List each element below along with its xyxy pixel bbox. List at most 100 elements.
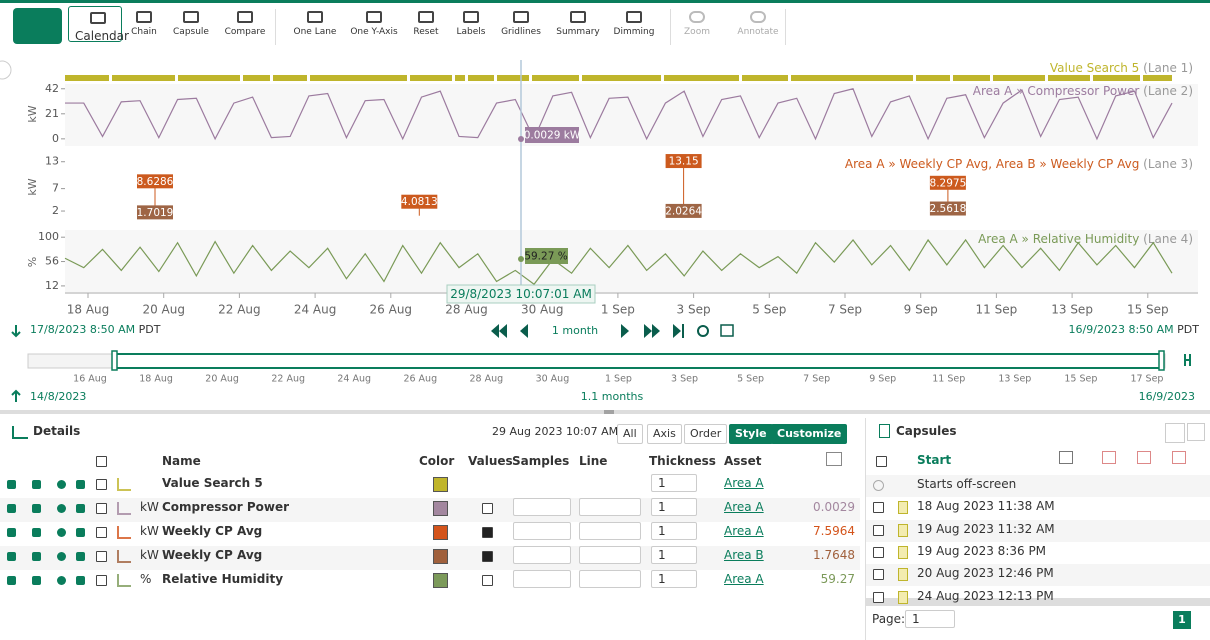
- go-now[interactable]: [673, 324, 684, 338]
- capsule-start[interactable]: 19 Aug 2023 8:36 PM: [917, 543, 1047, 558]
- info-icon[interactable]: [57, 528, 66, 537]
- toolbar-button[interactable]: Calendar: [68, 6, 129, 43]
- row-checkbox[interactable]: [873, 591, 884, 603]
- thickness-select[interactable]: 1: [651, 570, 697, 588]
- rocket-icon[interactable]: [32, 552, 41, 561]
- toolbar-button[interactable]: Gridlines: [494, 6, 548, 44]
- auto-update[interactable]: [697, 325, 709, 337]
- details-button[interactable]: Style: [729, 424, 773, 444]
- collapse-toggle[interactable]: [0, 60, 12, 80]
- sync-button[interactable]: [720, 324, 734, 337]
- remove-icon[interactable]: [76, 576, 85, 585]
- capsule-start[interactable]: 24 Aug 2023 12:13 PM: [917, 588, 1054, 603]
- column-header[interactable]: Asset: [724, 454, 762, 468]
- column-header[interactable]: Samples: [512, 454, 570, 468]
- column-header[interactable]: Values: [468, 454, 513, 468]
- capsule-start[interactable]: 20 Aug 2023 12:46 PM: [917, 566, 1054, 581]
- color-swatch[interactable]: [433, 549, 448, 564]
- asset-link[interactable]: Area A: [724, 500, 764, 514]
- info-icon[interactable]: [57, 576, 66, 585]
- toolbar-button[interactable]: Compare: [218, 6, 272, 44]
- toolbar-button[interactable]: Zoom: [670, 6, 724, 44]
- select-all-checkbox[interactable]: [96, 456, 107, 467]
- thickness-select[interactable]: 1: [651, 474, 697, 492]
- toolbar-button[interactable]: One Lane: [288, 6, 342, 44]
- step-forward-double[interactable]: [644, 324, 660, 338]
- column-header[interactable]: Start: [917, 453, 952, 467]
- asset-link[interactable]: Area A: [724, 476, 764, 490]
- display-span[interactable]: 1 month: [552, 324, 598, 337]
- row-checkbox[interactable]: [96, 527, 107, 538]
- panel-divider[interactable]: [0, 410, 1210, 414]
- overview-handle[interactable]: [1158, 350, 1165, 371]
- details-button[interactable]: Order: [684, 424, 728, 444]
- values-checkbox[interactable]: [482, 503, 493, 514]
- samples-select[interactable]: [513, 522, 571, 540]
- column-header[interactable]: Name: [162, 454, 201, 468]
- remove-icon[interactable]: [76, 528, 85, 537]
- step-forward[interactable]: [621, 324, 629, 338]
- overview-handle[interactable]: [111, 350, 118, 371]
- page-select[interactable]: 1: [905, 610, 955, 628]
- capsule-column-remove[interactable]: [1172, 451, 1186, 464]
- rocket-icon[interactable]: [32, 504, 41, 513]
- rocket-icon[interactable]: [32, 528, 41, 537]
- line-select[interactable]: [579, 498, 641, 516]
- toolbar-button[interactable]: Dimming: [607, 6, 661, 44]
- capsule-column-add[interactable]: [1059, 451, 1073, 464]
- values-checkbox[interactable]: [482, 527, 493, 538]
- samples-select[interactable]: [513, 570, 571, 588]
- samples-select[interactable]: [513, 546, 571, 564]
- remove-icon[interactable]: [76, 552, 85, 561]
- capsule-start[interactable]: 19 Aug 2023 11:32 AM: [917, 521, 1055, 536]
- edit-icon[interactable]: [7, 528, 16, 537]
- rocket-icon[interactable]: [32, 480, 41, 489]
- toolbar-button[interactable]: Capsule: [164, 6, 218, 44]
- remove-icon[interactable]: [76, 504, 85, 513]
- column-header[interactable]: Color: [419, 454, 455, 468]
- asset-link[interactable]: Area A: [724, 572, 764, 586]
- samples-select[interactable]: [513, 498, 571, 516]
- info-icon[interactable]: [57, 552, 66, 561]
- display-start[interactable]: 17/8/2023 8:50 AM PDT: [30, 323, 161, 336]
- column-header[interactable]: Line: [579, 454, 608, 468]
- asset-link[interactable]: Area A: [724, 524, 764, 538]
- current-page[interactable]: 1: [1173, 611, 1191, 629]
- remove-icon[interactable]: [76, 480, 85, 489]
- overview-start[interactable]: 14/8/2023: [30, 390, 86, 403]
- details-button[interactable]: Axis: [647, 424, 682, 444]
- toolbar-button[interactable]: Labels: [444, 6, 498, 44]
- step-back[interactable]: [520, 324, 528, 338]
- capsule-start[interactable]: 18 Aug 2023 11:38 AM: [917, 499, 1055, 514]
- color-swatch[interactable]: [433, 573, 448, 588]
- asset-link[interactable]: Area B: [724, 548, 764, 562]
- rocket-icon[interactable]: [32, 576, 41, 585]
- line-select[interactable]: [579, 546, 641, 564]
- column-config[interactable]: [826, 452, 842, 466]
- zoom-button[interactable]: [1165, 423, 1185, 443]
- edit-icon[interactable]: [7, 576, 16, 585]
- row-checkbox[interactable]: [96, 479, 107, 490]
- details-button[interactable]: All: [617, 424, 643, 444]
- thickness-select[interactable]: 1: [651, 522, 697, 540]
- divider-grip[interactable]: [604, 410, 614, 414]
- toolbar-button[interactable]: Summary: [551, 6, 605, 44]
- details-button[interactable]: Customize: [771, 424, 848, 444]
- row-checkbox[interactable]: [96, 575, 107, 586]
- info-icon[interactable]: [57, 504, 66, 513]
- toolbar-button[interactable]: Reset: [399, 6, 453, 44]
- values-checkbox[interactable]: [482, 575, 493, 586]
- step-back-double[interactable]: [491, 324, 507, 338]
- toolbar-button[interactable]: Chain: [117, 6, 171, 44]
- line-select[interactable]: [579, 522, 641, 540]
- color-swatch[interactable]: [433, 477, 448, 492]
- row-checkbox[interactable]: [873, 546, 884, 558]
- select-all-checkbox[interactable]: [876, 456, 887, 467]
- row-checkbox[interactable]: [96, 551, 107, 562]
- capsule-column-remove[interactable]: [1137, 451, 1151, 464]
- capsule-start[interactable]: Starts off-screen: [917, 477, 1017, 491]
- row-checkbox[interactable]: [96, 503, 107, 514]
- values-checkbox[interactable]: [482, 551, 493, 562]
- line-select[interactable]: [579, 570, 641, 588]
- view-switch-button[interactable]: [13, 8, 62, 44]
